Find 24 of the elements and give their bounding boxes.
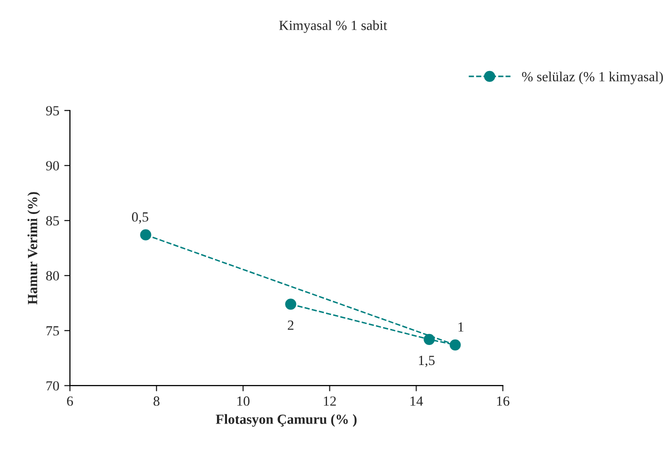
y-tick-label: 75 xyxy=(46,326,59,336)
annotation: 0,5 xyxy=(132,212,148,224)
y-tick-label: 80 xyxy=(46,271,59,281)
point xyxy=(285,298,296,310)
x-tick-label: 6 xyxy=(67,396,73,406)
point xyxy=(140,229,152,240)
x-axis-title: Flotasyon Çamuru (% ) xyxy=(216,414,357,427)
y-tick-label: 70 xyxy=(46,381,59,391)
x-tick-label: 10 xyxy=(237,396,250,406)
y-axis-title: Hamur Verimi (%) xyxy=(27,192,40,304)
y-tick-label: 90 xyxy=(46,161,59,170)
point xyxy=(424,334,435,345)
legend-label: % selülaz (% 1 kimyasal) xyxy=(522,72,663,84)
annotation: 1,5 xyxy=(419,356,435,368)
x-tick-label: 14 xyxy=(410,396,423,406)
y-tick-label: 95 xyxy=(46,106,59,116)
annotation: 2 xyxy=(288,320,294,330)
annotation: 1 xyxy=(458,322,464,332)
point xyxy=(450,339,461,350)
x-tick-label: 12 xyxy=(324,396,336,406)
x-tick-label: 8 xyxy=(154,396,160,406)
y-tick-label: 85 xyxy=(46,216,59,226)
x-tick-label: 16 xyxy=(497,396,510,406)
chart-title: Kimyasal % 1 sabit xyxy=(279,20,388,33)
